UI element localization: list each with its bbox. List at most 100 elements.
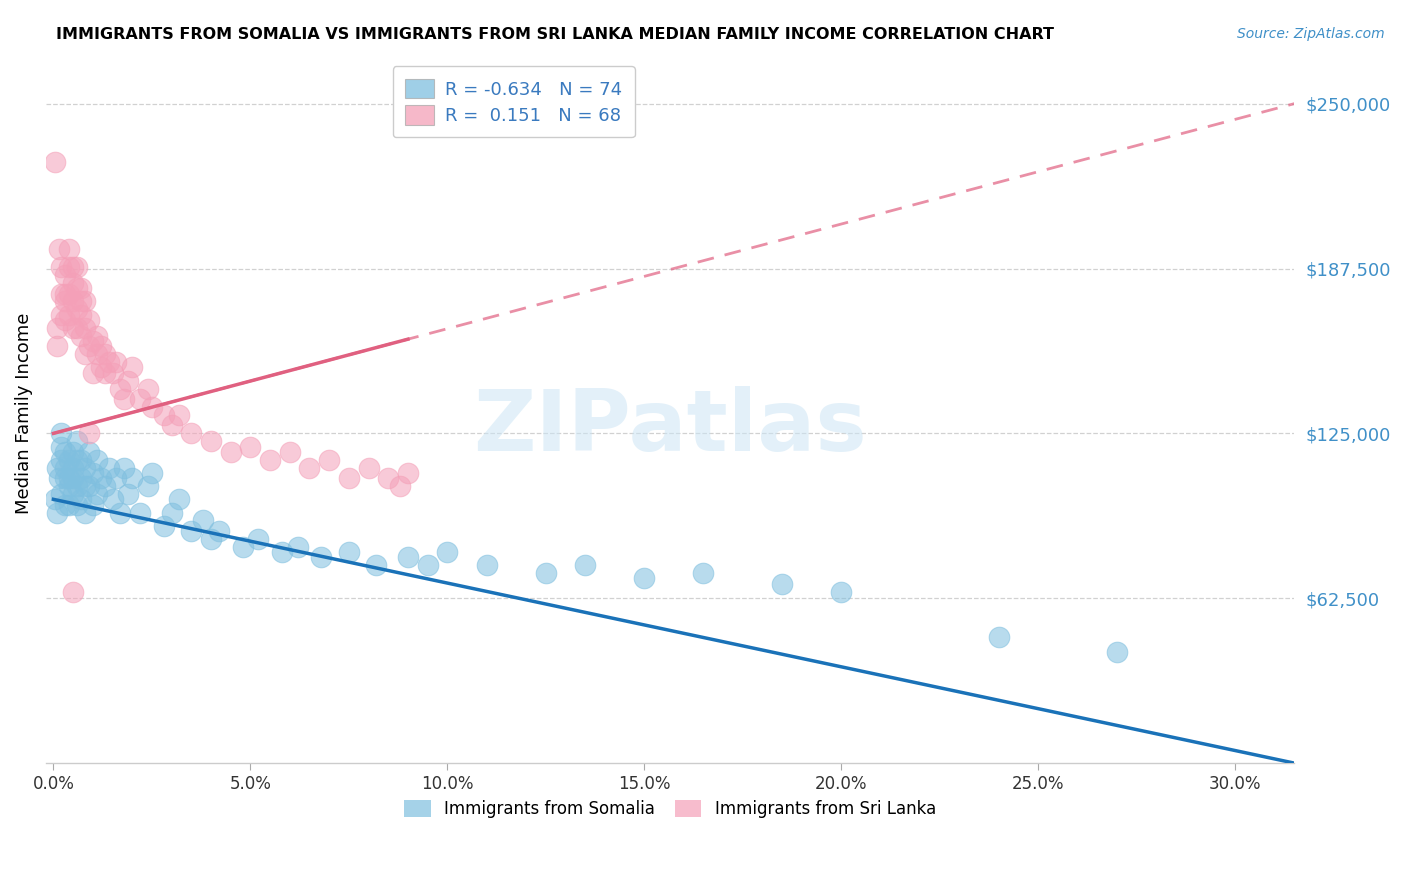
Point: [58, 479, 80, 493]
Point: [396, 550, 419, 565]
Point: [51, 426, 73, 441]
Point: [90, 360, 112, 375]
Point: [141, 466, 163, 480]
Point: [259, 452, 281, 467]
Point: [219, 445, 242, 459]
Point: [73, 460, 96, 475]
Point: [77, 339, 100, 353]
Point: [58, 260, 80, 275]
Point: [110, 382, 132, 396]
Point: [73, 294, 96, 309]
Point: [77, 313, 100, 327]
Point: [101, 366, 124, 380]
Point: [278, 445, 301, 459]
Point: [53, 498, 76, 512]
Point: [93, 366, 115, 380]
Point: [46, 339, 69, 353]
Point: [44, 492, 66, 507]
Point: [90, 471, 112, 485]
Point: [169, 492, 191, 507]
Point: [48, 471, 70, 485]
Point: [200, 532, 222, 546]
Point: [66, 479, 89, 493]
Point: [62, 471, 84, 485]
Point: [377, 471, 399, 485]
Point: [62, 584, 84, 599]
Point: [62, 460, 84, 475]
Point: [112, 392, 135, 406]
Point: [82, 466, 104, 480]
Point: [121, 360, 143, 375]
Point: [396, 466, 419, 480]
Point: [247, 532, 270, 546]
Point: [86, 328, 108, 343]
Point: [633, 572, 655, 586]
Point: [48, 242, 70, 256]
Point: [231, 540, 253, 554]
Point: [136, 479, 159, 493]
Point: [97, 355, 120, 369]
Point: [97, 460, 120, 475]
Point: [62, 260, 84, 275]
Point: [70, 281, 93, 295]
Point: [287, 540, 309, 554]
Point: [77, 445, 100, 459]
Point: [574, 558, 596, 573]
Point: [51, 487, 73, 501]
Point: [86, 347, 108, 361]
Point: [416, 558, 439, 573]
Point: [53, 268, 76, 282]
Point: [66, 302, 89, 317]
Point: [51, 286, 73, 301]
Point: [366, 558, 388, 573]
Text: IMMIGRANTS FROM SOMALIA VS IMMIGRANTS FROM SRI LANKA MEDIAN FAMILY INCOME CORREL: IMMIGRANTS FROM SOMALIA VS IMMIGRANTS FR…: [56, 27, 1054, 42]
Point: [770, 576, 793, 591]
Point: [46, 321, 69, 335]
Point: [70, 452, 93, 467]
Point: [53, 445, 76, 459]
Point: [70, 471, 93, 485]
Point: [121, 471, 143, 485]
Point: [44, 154, 66, 169]
Point: [58, 471, 80, 485]
Point: [70, 294, 93, 309]
Point: [160, 418, 183, 433]
Point: [152, 518, 174, 533]
Point: [77, 479, 100, 493]
Point: [66, 321, 89, 335]
Point: [101, 492, 124, 507]
Point: [58, 498, 80, 512]
Point: [830, 584, 852, 599]
Point: [160, 506, 183, 520]
Point: [86, 487, 108, 501]
Legend: Immigrants from Somalia, Immigrants from Sri Lanka: Immigrants from Somalia, Immigrants from…: [398, 793, 942, 825]
Point: [93, 347, 115, 361]
Point: [51, 452, 73, 467]
Point: [58, 242, 80, 256]
Point: [66, 260, 89, 275]
Point: [82, 498, 104, 512]
Point: [105, 355, 128, 369]
Point: [58, 308, 80, 322]
Point: [180, 524, 202, 538]
Point: [105, 471, 128, 485]
Point: [58, 286, 80, 301]
Point: [62, 321, 84, 335]
Point: [62, 276, 84, 290]
Point: [82, 334, 104, 348]
Point: [436, 545, 458, 559]
Point: [200, 434, 222, 449]
Point: [73, 506, 96, 520]
Point: [152, 408, 174, 422]
Point: [73, 479, 96, 493]
Point: [534, 566, 557, 581]
Point: [337, 471, 360, 485]
Point: [129, 392, 152, 406]
Point: [357, 460, 380, 475]
Point: [90, 339, 112, 353]
Text: Source: ZipAtlas.com: Source: ZipAtlas.com: [1237, 27, 1385, 41]
Point: [53, 471, 76, 485]
Point: [117, 374, 139, 388]
Point: [66, 281, 89, 295]
Point: [141, 400, 163, 414]
